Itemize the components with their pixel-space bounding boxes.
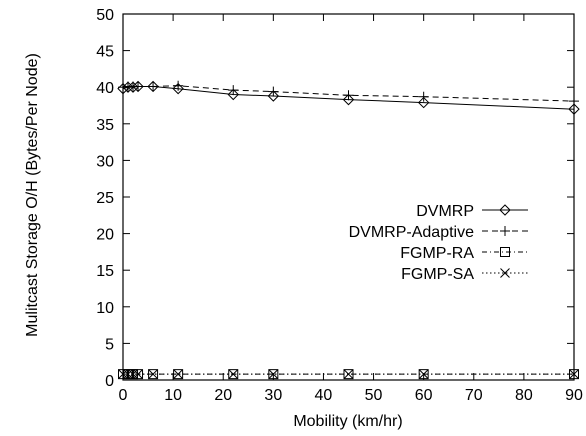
data-point-series-4 (123, 369, 133, 379)
data-point-series-3 (343, 369, 354, 380)
data-point-series-2 (268, 86, 279, 97)
legend: DVMRP DVMRP-Adaptive FGMP-RA FGMP-SA (349, 203, 528, 283)
y-tick-label: 15 (96, 263, 114, 280)
diamond-marker (122, 81, 134, 93)
data-point-series-2 (173, 80, 184, 91)
y-tick-label: 45 (96, 44, 114, 61)
x-tick-label: 30 (264, 387, 282, 404)
diamond-marker (172, 82, 184, 95)
legend-label: DVMRP-Adaptive (349, 224, 474, 241)
data-point-series-2 (228, 85, 239, 96)
data-point-series-4 (343, 369, 354, 379)
x-axis-label: Mobility (km/hr) (293, 413, 402, 430)
y-tick-label: 20 (96, 227, 114, 244)
legend-marker (500, 247, 510, 257)
square-marker (500, 247, 510, 257)
y-tick-label: 30 (96, 153, 114, 170)
data-point-series-1 (227, 88, 239, 101)
diamond-marker (342, 93, 355, 106)
x-tick-label: 10 (164, 387, 182, 404)
diamond-marker (417, 96, 430, 109)
diamond-marker (267, 90, 280, 102)
data-point-series-1 (417, 96, 430, 109)
legend-marker (499, 204, 511, 216)
x-marker-b (133, 369, 143, 379)
data-point-series-4 (133, 369, 143, 379)
diamond-marker (227, 88, 239, 101)
data-point-series-1 (127, 81, 139, 93)
data-point-series-2 (418, 91, 429, 102)
y-axis-label: Mulitcast Storage O/H (Bytes/Per Node) (24, 53, 41, 337)
x-tick-label: 60 (415, 387, 433, 404)
x-marker-b (128, 369, 138, 379)
data-point-series-4 (128, 369, 138, 379)
data-point-series-1 (267, 90, 280, 102)
y-tick-label: 5 (105, 336, 114, 353)
diamond-marker (127, 81, 139, 93)
data-point-series-2 (343, 90, 354, 101)
diamond-marker (499, 204, 511, 216)
x-tick-label: 50 (365, 387, 383, 404)
data-point-series-4 (228, 369, 239, 379)
data-point-series-2 (133, 81, 144, 92)
data-point-series-1 (342, 93, 355, 106)
x-tick-label: 20 (214, 387, 232, 404)
legend-marker (500, 268, 510, 278)
x-marker-b (123, 369, 133, 379)
y-tick-label: 25 (96, 190, 114, 207)
x-tick-label: 40 (315, 387, 333, 404)
y-tick-label: 0 (105, 373, 114, 390)
legend-marker (500, 226, 510, 236)
square-marker (148, 369, 159, 380)
data-point-series-2 (148, 81, 159, 92)
x-marker-b (148, 369, 158, 379)
data-point-series-1 (172, 82, 184, 95)
data-point-series-3 (148, 369, 159, 380)
legend-label: FGMP-SA (401, 266, 474, 283)
legend-label: DVMRP (416, 203, 474, 220)
data-point-series-3 (228, 369, 239, 380)
y-tick-label: 10 (96, 300, 114, 317)
square-marker (228, 369, 239, 380)
x-marker-b (173, 369, 183, 379)
x-marker-b (343, 369, 354, 379)
x-tick-label: 80 (515, 387, 533, 404)
x-axis-ticks: 0 10 20 30 40 50 60 70 80 90 (119, 14, 583, 404)
data-point-series-1 (122, 81, 134, 93)
y-tick-label: 50 (96, 7, 114, 24)
y-axis-ticks: 0 5 10 15 20 25 30 35 40 45 50 (96, 7, 574, 390)
square-marker (173, 369, 184, 380)
data-point-series-3 (173, 369, 184, 380)
x-marker-b (500, 268, 510, 278)
x-tick-label: 70 (465, 387, 483, 404)
y-tick-label: 35 (96, 117, 114, 134)
data-point-series-4 (148, 369, 158, 379)
square-marker (343, 369, 354, 380)
x-tick-label: 0 (119, 387, 128, 404)
data-point-series-4 (173, 369, 183, 379)
x-tick-label: 90 (565, 387, 583, 404)
y-tick-label: 40 (96, 80, 114, 97)
legend-label: FGMP-RA (400, 245, 474, 262)
x-marker-b (228, 369, 239, 379)
